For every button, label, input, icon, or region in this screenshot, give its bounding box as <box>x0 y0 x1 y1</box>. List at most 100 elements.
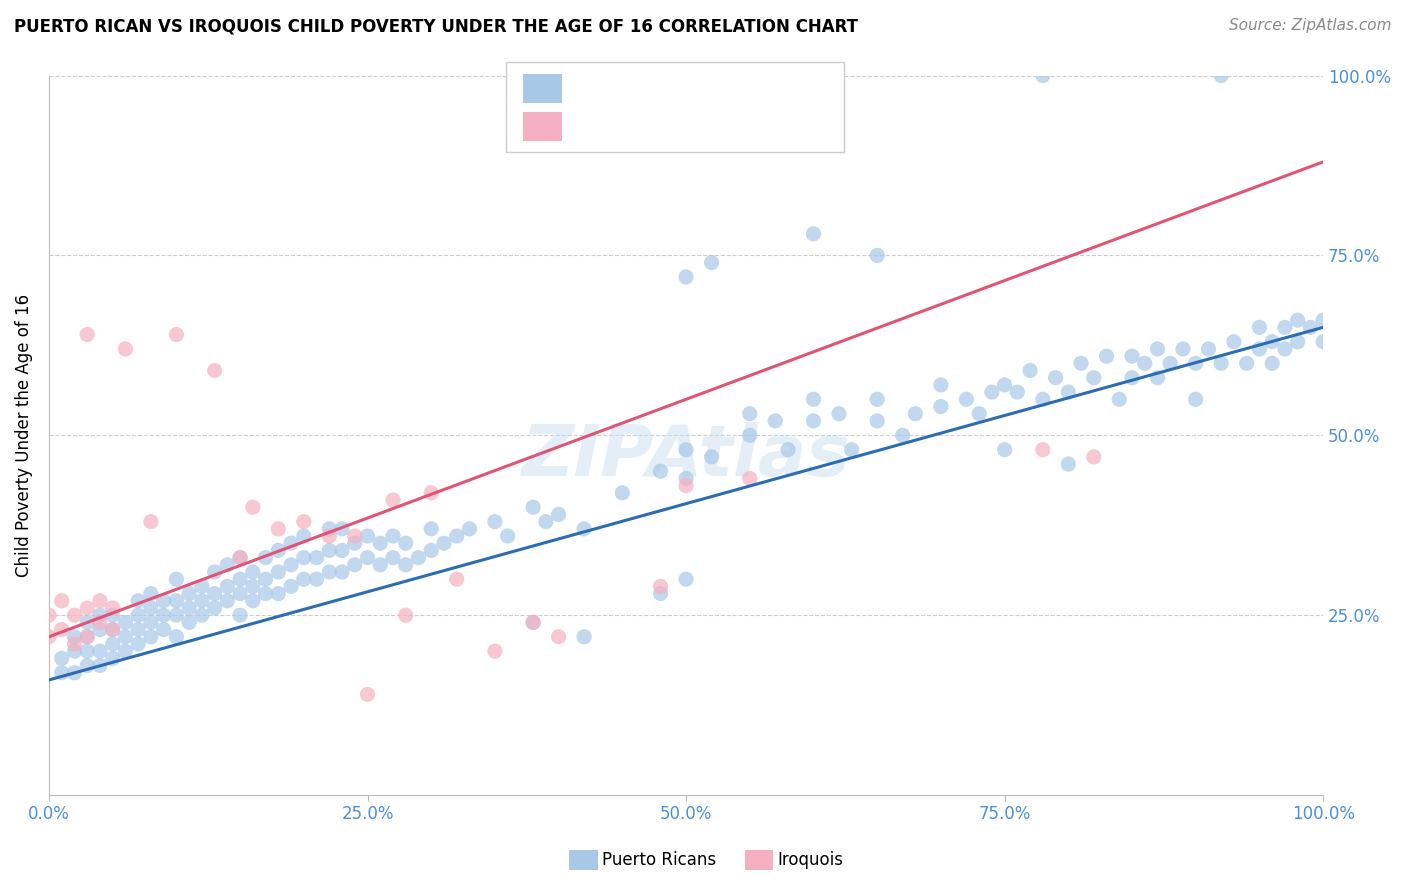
Point <box>38 608 60 623</box>
Point <box>738 407 761 421</box>
Point <box>305 572 328 586</box>
Point <box>382 550 405 565</box>
Point <box>1299 320 1322 334</box>
Point <box>496 529 519 543</box>
Point <box>803 227 825 241</box>
Point <box>929 378 952 392</box>
Point <box>1261 356 1284 370</box>
Point <box>1007 385 1029 400</box>
Point <box>522 615 544 630</box>
Point <box>675 478 697 492</box>
Point <box>114 342 136 356</box>
Point <box>280 558 302 572</box>
Point <box>139 515 162 529</box>
Point <box>254 572 277 586</box>
Point <box>1184 356 1206 370</box>
Point <box>204 565 226 579</box>
Point <box>76 615 98 630</box>
Point <box>229 586 252 600</box>
Point <box>292 515 315 529</box>
Point <box>76 658 98 673</box>
Point <box>700 450 723 464</box>
Point <box>547 630 569 644</box>
Point <box>292 529 315 543</box>
Point <box>1286 334 1309 349</box>
Point <box>254 550 277 565</box>
Point <box>254 586 277 600</box>
Point <box>139 615 162 630</box>
Point <box>1312 334 1334 349</box>
Point <box>242 579 264 593</box>
Point <box>127 608 149 623</box>
Point <box>572 522 595 536</box>
Point <box>330 565 353 579</box>
Point <box>267 586 290 600</box>
Point <box>204 601 226 615</box>
Point <box>89 658 111 673</box>
Point <box>242 500 264 515</box>
Point <box>179 601 201 615</box>
Point <box>139 630 162 644</box>
Point <box>420 486 443 500</box>
Point <box>891 428 914 442</box>
Point <box>267 565 290 579</box>
Point <box>1146 342 1168 356</box>
Point <box>1057 457 1080 471</box>
Point <box>191 608 214 623</box>
Point <box>572 630 595 644</box>
Point <box>101 651 124 665</box>
Point <box>63 637 86 651</box>
Point <box>1274 342 1296 356</box>
Point <box>127 594 149 608</box>
Point <box>139 586 162 600</box>
Point <box>738 428 761 442</box>
Point <box>1249 342 1271 356</box>
Point <box>114 630 136 644</box>
Point <box>368 536 391 550</box>
Point <box>408 550 430 565</box>
Point <box>994 442 1017 457</box>
Point <box>1095 349 1118 363</box>
Point <box>343 536 366 550</box>
Point <box>484 644 506 658</box>
Point <box>114 644 136 658</box>
Point <box>1032 392 1054 407</box>
Point <box>191 594 214 608</box>
Point <box>866 392 889 407</box>
Point <box>229 608 252 623</box>
Point <box>395 558 418 572</box>
Point <box>280 579 302 593</box>
Point <box>1211 356 1233 370</box>
Point <box>1211 69 1233 83</box>
Point <box>89 594 111 608</box>
Point <box>152 608 174 623</box>
Point <box>1032 442 1054 457</box>
Text: ZIPAtlas: ZIPAtlas <box>522 423 851 491</box>
Point <box>139 601 162 615</box>
Point <box>1171 342 1194 356</box>
Point <box>675 471 697 485</box>
Point <box>152 623 174 637</box>
Point <box>1121 370 1143 384</box>
Point <box>179 586 201 600</box>
Point <box>229 550 252 565</box>
Point <box>1159 356 1181 370</box>
Point <box>63 630 86 644</box>
Point <box>318 529 340 543</box>
Point <box>967 407 990 421</box>
Point <box>1249 320 1271 334</box>
Point <box>433 536 456 550</box>
Text: R = 0.678  N =  36: R = 0.678 N = 36 <box>576 118 756 136</box>
Point <box>1121 349 1143 363</box>
Point <box>980 385 1002 400</box>
Point <box>675 572 697 586</box>
Point <box>803 414 825 428</box>
Point <box>1223 334 1246 349</box>
Point <box>101 623 124 637</box>
Point <box>1057 385 1080 400</box>
Point <box>101 608 124 623</box>
Point <box>458 522 481 536</box>
Point <box>63 608 86 623</box>
Point <box>1032 69 1054 83</box>
Point <box>1274 320 1296 334</box>
